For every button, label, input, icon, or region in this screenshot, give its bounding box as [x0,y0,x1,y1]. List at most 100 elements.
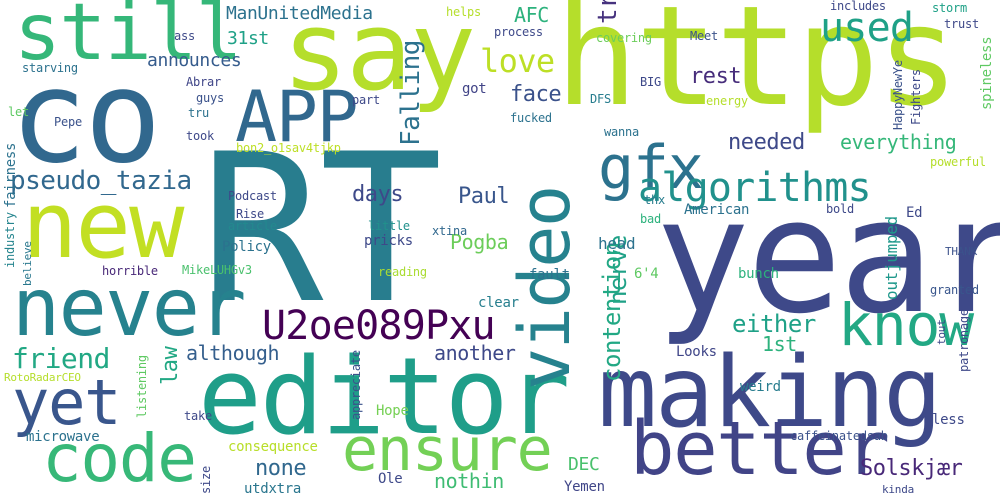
word-looks: Looks [676,344,717,360]
word-mikeluhgv3: MikeLUHGv3 [182,263,252,277]
word-ass: ass [174,29,195,43]
word-31st: 31st [227,28,269,49]
word-utdxtra: utdxtra [244,481,302,497]
word-contention: contention [598,242,626,382]
word-caffeinatedsab: caffeinatedsab [790,429,888,443]
word-paul: Paul [458,184,510,209]
word-thank: THANK [945,245,978,258]
word-algorithms: algorithms [638,165,872,211]
word-thx: thx [644,193,665,207]
word-1st: 1st [762,332,797,356]
word-hope: Hope [376,403,409,419]
word-dfs: DFS [590,92,611,106]
word-afc: AFC [514,3,549,27]
word-starving: starving [22,61,78,75]
word-rise: Rise [236,207,264,221]
word-6-4: 6'4 [634,266,659,282]
word-solskjaer: Solskjær [860,456,963,481]
word-friend: friend [12,342,110,375]
word-everything: everything [840,130,957,154]
word-rt: RT [200,111,443,349]
word-patronage: patronage [957,309,971,372]
word-face: face [510,82,562,107]
word-ed: Ed [906,205,923,221]
word-video: video [504,186,586,390]
word-gfx: gfx [598,133,704,203]
word-bold: bold [826,202,854,216]
word-appreciate: appreciate [349,350,363,420]
word-less: less [932,412,965,428]
word-happynewye: HappyNewYe [891,60,905,130]
word-tru: tru [188,106,209,120]
word-reading: reading [378,265,427,279]
word-pricks: pricks [364,233,413,249]
word-yet: yet [12,366,122,439]
word-announces: announces [147,50,242,71]
word-includes: includes [830,0,886,13]
word-still: still [14,0,243,78]
word-days: days [352,182,404,207]
word-believe: believe [21,241,34,286]
word-got: got [462,81,487,97]
word-yemen: Yemen [564,479,605,495]
word-energy: energy [706,94,748,108]
word-falling: Falling [396,40,426,146]
word-needed: needed [728,130,805,155]
word-transmission: transmission [593,0,623,24]
word-covering: covering [596,31,652,45]
word-rest: rest [690,64,742,89]
word-took: took [186,129,214,143]
word-know: know [838,291,974,359]
word-tout: tout [935,319,948,345]
word-kinda: kinda [882,483,915,496]
word-size: size [199,466,213,494]
word-year: year [655,165,1000,349]
word-code: code [42,420,197,497]
word-american: American [684,202,750,218]
word-fault: fault [529,267,570,283]
word-either: either [732,310,816,338]
word-u2oe089pxu: U2oe089Pxu [262,303,496,349]
word-app: APP [235,76,359,158]
word-storm: storm [932,1,967,15]
word-part: part [352,93,380,107]
word-although: although [186,341,280,365]
word-abrar: Abrar [186,75,221,89]
word-powerful: powerful [930,155,986,169]
word-used: used [820,5,914,51]
word-outjumped: outjumped [882,216,901,300]
word-bad: bad [640,212,661,226]
word-spineless: spineless [979,36,995,110]
word-wanna: wanna [604,125,639,139]
word-little: little [368,219,410,233]
word-co: co [10,43,162,192]
word-policy: Policy [222,239,271,255]
word-rotoradarceo: RotoRadarCEO [4,371,81,384]
word-bunch: bunch [738,266,779,282]
word-article: article [228,219,277,233]
word-pepe: Pepe [54,115,82,129]
word-trust: trust [944,17,979,31]
word-microwave: microwave [26,429,100,445]
word-fighters: Fighters [909,69,923,125]
word-better: better [630,406,890,492]
word-head: head [598,234,636,253]
word-https: https [555,0,959,137]
word-manunitedmedia: ManUnitedMedia [226,3,373,24]
word-weird: weird [740,379,781,395]
word-editor: editor [198,335,570,458]
word-fucked: fucked [510,111,552,125]
word-podcast: Podcast [228,189,277,203]
word-love: love [480,42,555,80]
word-take: take [184,409,212,423]
word-granted: granted [930,283,979,297]
word-law: law [158,346,183,385]
word-let: let [8,105,29,119]
word-meet: Meet [690,29,718,43]
word-say: say [282,0,476,115]
word-xtina: xtina [432,224,467,238]
word-clear: clear [478,295,519,311]
word-industry: industry [3,212,17,268]
word-listening: listening [135,355,149,418]
